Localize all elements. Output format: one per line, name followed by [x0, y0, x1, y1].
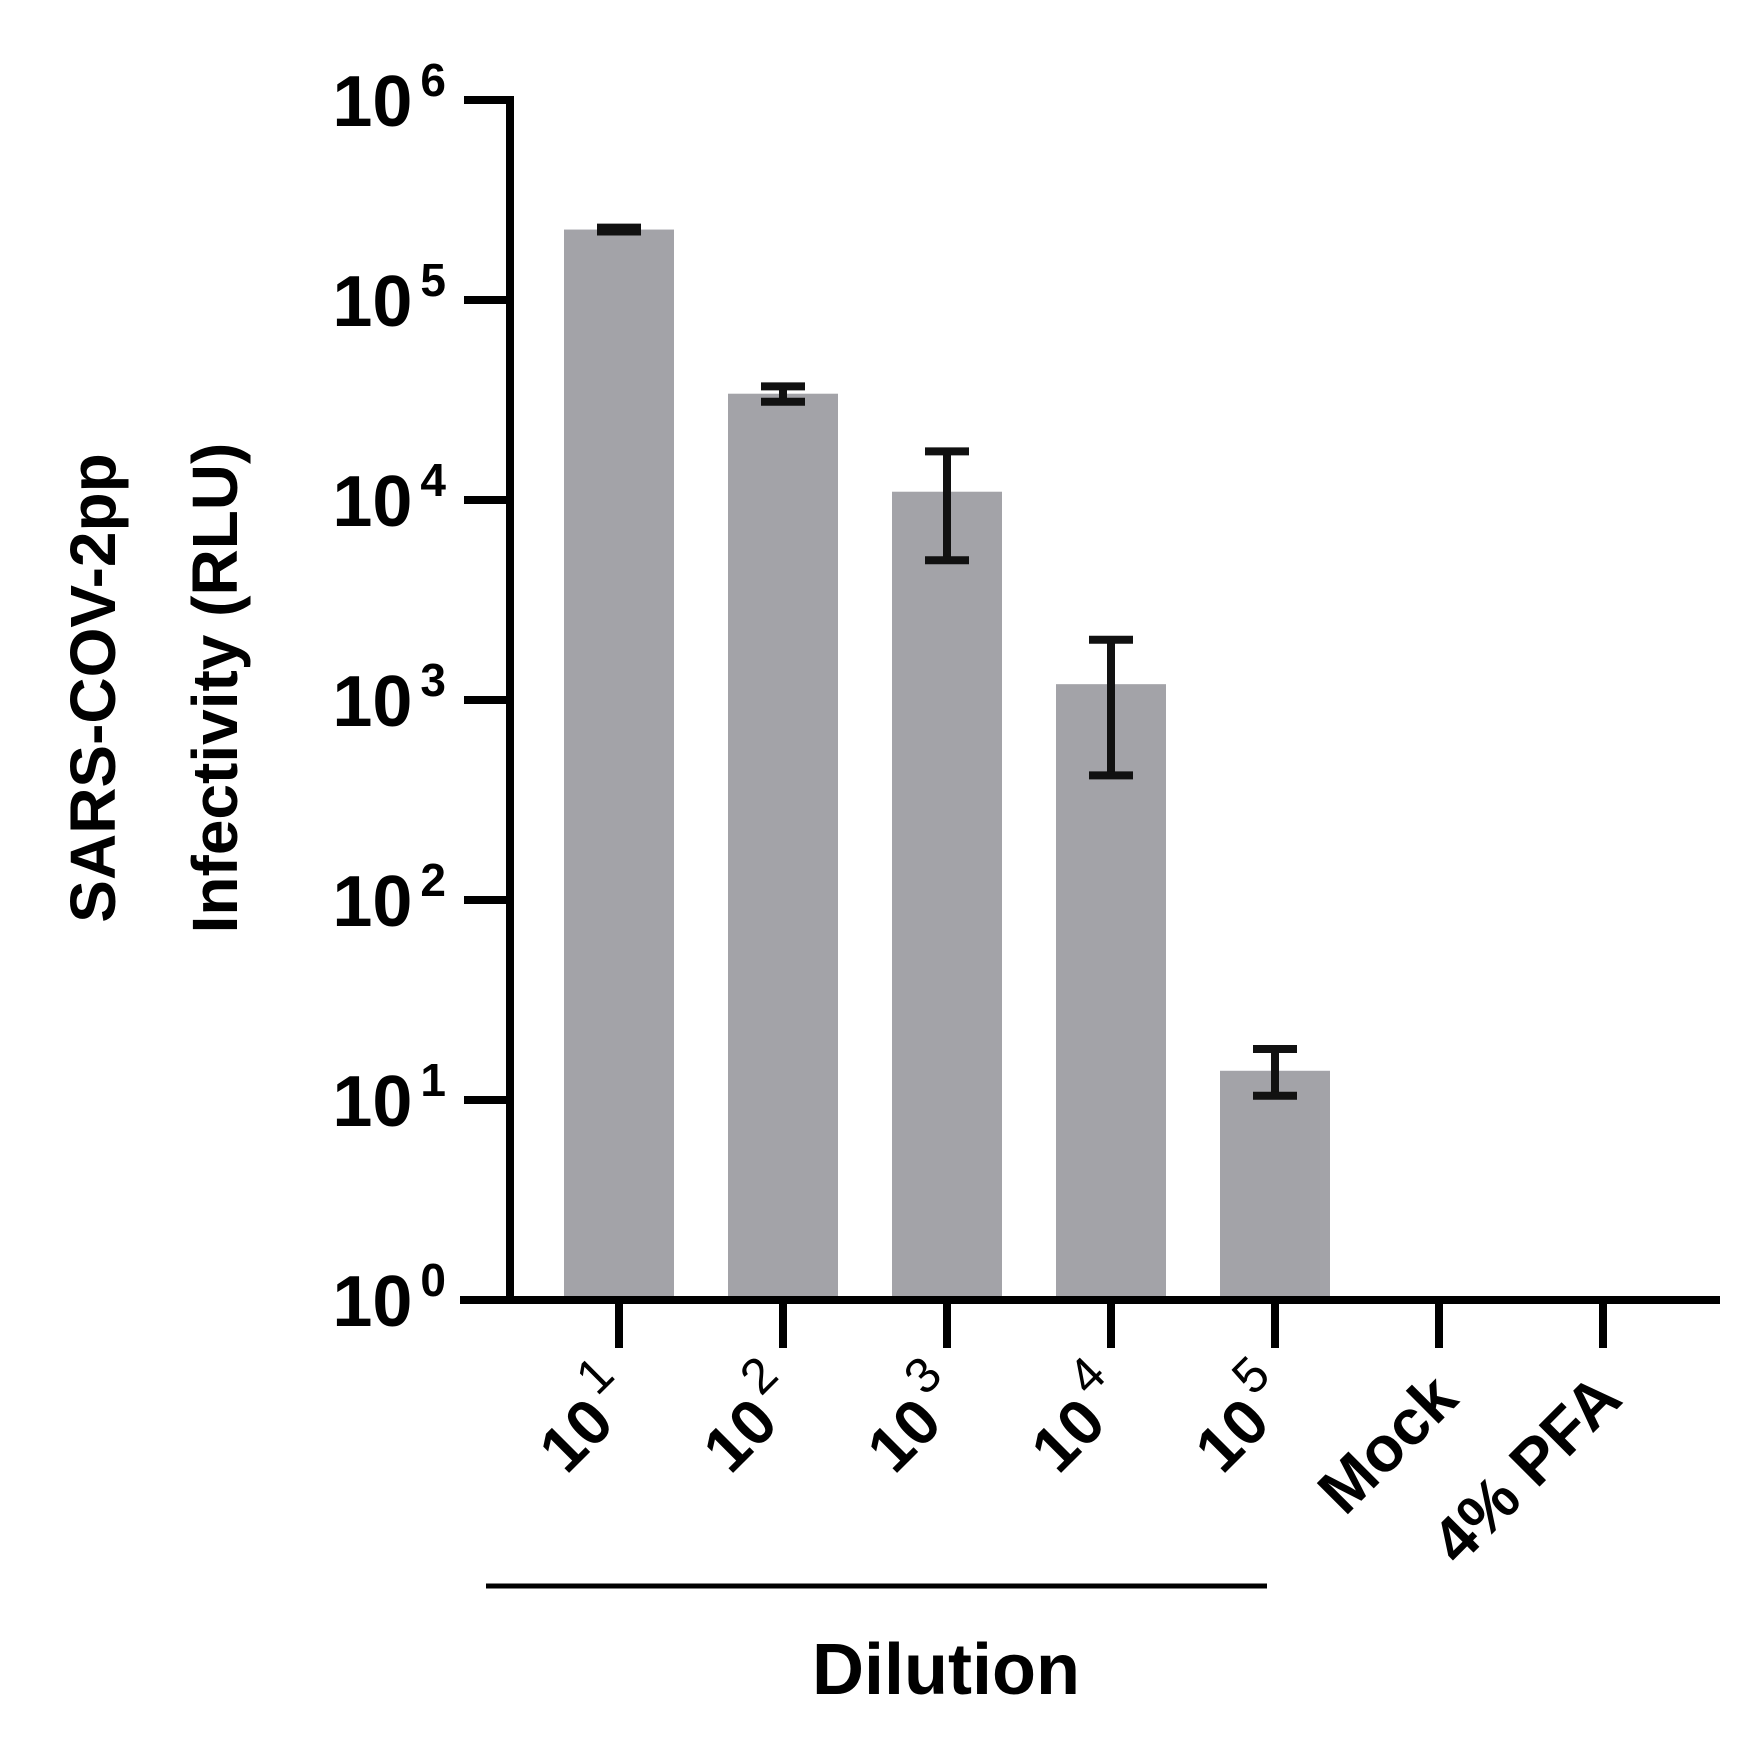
bar-4	[1056, 684, 1166, 1300]
error-bar-4	[1089, 635, 1133, 780]
y-tick-label: 10 3	[332, 654, 446, 742]
y-tick-base: 10	[332, 1262, 412, 1342]
y-tick-label: 10 5	[332, 254, 446, 342]
bar-3	[892, 491, 1002, 1301]
x-tick-label-5: 105	[1166, 1346, 1306, 1486]
x-tick-label: 101	[510, 1346, 650, 1486]
x-tick-label: 103	[838, 1346, 978, 1486]
x-tick-base: 10	[853, 1384, 954, 1485]
x-tick-label: 105	[1166, 1346, 1306, 1486]
x-tick-base: 10	[1017, 1384, 1118, 1485]
y-tick-base: 10	[332, 462, 412, 542]
bar-5	[1220, 1070, 1330, 1300]
y-axis-label-line-1: SARS-COV-2pp	[57, 453, 129, 922]
error-bar-1	[597, 223, 641, 236]
x-tick-base: 10	[689, 1384, 790, 1485]
error-bars-layer	[597, 223, 1297, 1100]
y-tick-base: 10	[332, 662, 412, 742]
bars-layer	[564, 229, 1330, 1301]
y-tick-exponent: 3	[420, 654, 446, 706]
x-tick-label-2: 102	[674, 1346, 814, 1486]
x-tick-label: 104	[1002, 1346, 1142, 1486]
y-tick-base: 10	[332, 262, 412, 342]
y-tick-exponent: 0	[420, 1254, 446, 1306]
bar-1	[564, 229, 674, 1301]
bar-2	[728, 393, 838, 1300]
y-tick-label: 10 2	[332, 854, 446, 942]
error-bar-5	[1253, 1044, 1297, 1100]
y-tick-exponent: 2	[420, 854, 446, 906]
x-tick-label-4: 104	[1002, 1346, 1142, 1486]
y-tick-exponent: 5	[420, 254, 446, 306]
dilution-label: Dilution	[812, 1630, 1080, 1710]
dilution-group: Dilution	[486, 1583, 1267, 1710]
y-tick-label: 10 0	[332, 1254, 446, 1342]
x-tick-label-3: 103	[838, 1346, 978, 1486]
x-tick-label: 102	[674, 1346, 814, 1486]
x-tick-base: 10	[1181, 1384, 1282, 1485]
x-tick-label-1: 101	[510, 1346, 650, 1486]
y-tick-base: 10	[332, 862, 412, 942]
y-tick-label: 10 4	[332, 454, 446, 542]
y-tick-exponent: 4	[420, 454, 446, 506]
error-bar-3	[925, 447, 969, 565]
x-tick-base: 10	[525, 1384, 626, 1485]
y-axis-label-line-2: Infectivity (RLU)	[179, 443, 251, 934]
y-tick-label: 10 6	[332, 54, 446, 142]
y-tick-base: 10	[332, 62, 412, 142]
y-tick-exponent: 6	[420, 54, 446, 106]
y-tick-label: 10 1	[332, 1054, 446, 1142]
y-tick-exponent: 1	[420, 1054, 446, 1106]
error-bar-2	[761, 382, 805, 406]
y-axis-label: SARS-COV-2pp Infectivity (RLU)	[57, 443, 251, 934]
y-tick-base: 10	[332, 1062, 412, 1142]
